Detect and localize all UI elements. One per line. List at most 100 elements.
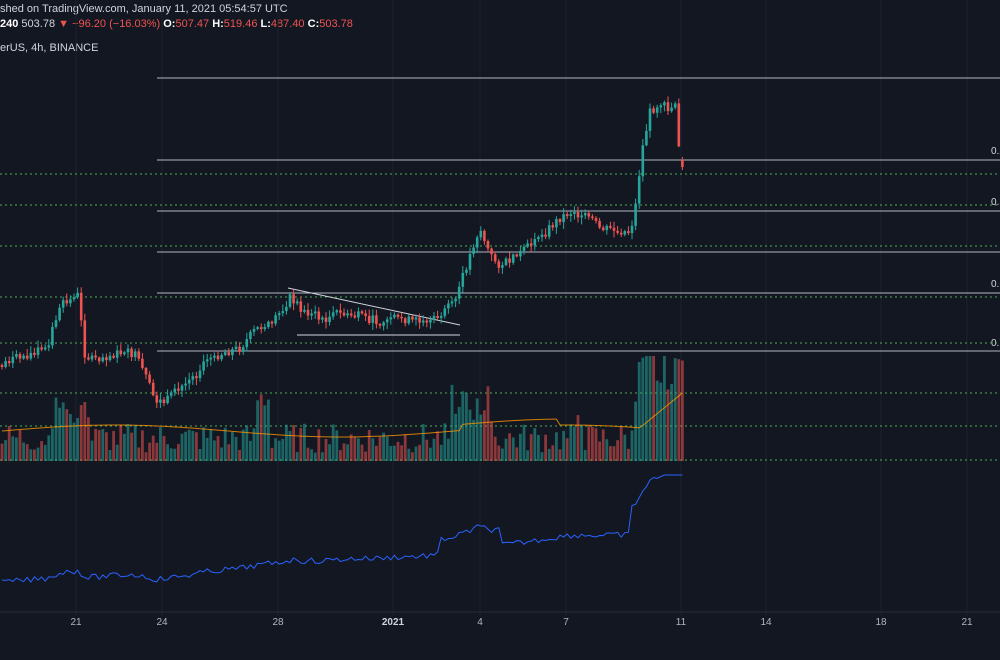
volume-bar	[537, 434, 540, 461]
candle-body	[515, 254, 519, 257]
volume-bar	[97, 430, 101, 461]
candle-body	[407, 316, 411, 324]
candle-body	[18, 354, 22, 359]
time-axis-tick-label: 14	[760, 617, 772, 628]
candle-body	[245, 339, 249, 348]
chart-header-ohlc: 240 503.78 ▼ −96.20 (−16.03%) O:507.47 H…	[0, 18, 353, 30]
candle-body	[418, 317, 421, 323]
candle-body	[256, 327, 259, 329]
candle-body	[97, 357, 101, 362]
candle-body	[213, 355, 216, 358]
candle-body	[317, 311, 321, 320]
volume-bar	[461, 391, 465, 461]
volume-bar	[558, 449, 562, 461]
candle-body	[22, 355, 25, 359]
time-axis-tick-label: 4	[477, 617, 483, 628]
volume-bar	[501, 448, 504, 461]
candles	[0, 96, 684, 409]
candle-body	[133, 351, 137, 358]
volume-bar	[159, 427, 162, 461]
candle-body	[166, 395, 169, 404]
volume-bar	[227, 444, 231, 461]
candle-body	[663, 102, 666, 106]
volume-bar	[238, 450, 241, 461]
volume-bar	[7, 425, 11, 461]
volume-bar	[544, 434, 547, 461]
candle-body	[79, 292, 83, 321]
candle-body	[544, 234, 547, 237]
volume-bar	[126, 423, 130, 461]
volume-bar	[393, 445, 396, 461]
candle-body	[551, 225, 555, 228]
candle-body	[670, 107, 673, 112]
candle-body	[436, 315, 439, 318]
volume-bar	[285, 424, 288, 461]
candle-body	[209, 357, 213, 360]
candle-body	[90, 355, 94, 360]
candle-body	[364, 313, 367, 316]
volume-bar	[439, 444, 443, 461]
candle-body	[15, 354, 18, 357]
volume-bar	[15, 437, 18, 461]
volume-bar	[299, 428, 303, 461]
volume-bar	[573, 426, 576, 461]
candle-body	[241, 347, 245, 352]
candle-body	[169, 392, 173, 396]
volume-bar	[385, 436, 389, 461]
volume-bar	[342, 443, 346, 461]
candle-body	[123, 352, 126, 355]
candle-body	[126, 348, 130, 353]
candle-body	[43, 347, 47, 350]
volume-bar	[519, 433, 522, 461]
volume-bar	[371, 438, 375, 461]
candle-body	[130, 348, 133, 358]
candle-body	[141, 358, 144, 368]
volume-bar	[130, 432, 133, 461]
candle-body	[659, 105, 663, 108]
down-arrow-icon: ▼	[58, 18, 70, 30]
volume-bar	[173, 448, 177, 461]
candle-body	[403, 318, 407, 324]
candle-body	[267, 321, 270, 328]
volume-bar	[396, 441, 400, 461]
candle-body	[108, 355, 112, 361]
volume-bar	[216, 436, 220, 461]
volume-bar	[468, 409, 472, 461]
volume-bar	[465, 392, 468, 461]
volume-bar	[533, 428, 537, 461]
volume-bar	[115, 444, 119, 461]
candle-body	[400, 316, 403, 319]
candle-body	[299, 301, 303, 312]
candle-body	[375, 315, 378, 325]
candle-body	[324, 317, 328, 323]
candle-body	[270, 321, 274, 324]
volume-bar	[648, 356, 652, 461]
candle-body	[36, 347, 40, 355]
candle-body	[69, 299, 72, 304]
candle-body	[475, 237, 479, 248]
volume-bar	[411, 452, 414, 461]
volume-bar	[245, 425, 249, 461]
candle-body	[328, 316, 331, 323]
candle-body	[313, 311, 317, 314]
volume-bar	[418, 444, 421, 461]
candle-body	[681, 160, 684, 167]
candle-body	[227, 352, 231, 356]
candle-body	[540, 234, 544, 238]
volume-bar	[148, 442, 151, 461]
volume-bar	[655, 380, 659, 461]
candle-body	[342, 312, 346, 316]
symbol-name: erUS, 4h, BINANCE	[0, 42, 99, 54]
volume-bar	[479, 414, 483, 461]
oscillator-line	[1, 474, 683, 584]
volume-bar	[288, 430, 292, 461]
volume-bar	[429, 447, 432, 461]
volume-bar	[303, 423, 306, 461]
fib-level-label: 0.6	[991, 279, 1000, 290]
volume-bar	[0, 443, 4, 461]
candle-body	[65, 300, 69, 304]
volume-bar	[29, 449, 33, 461]
volume-bar	[101, 429, 105, 461]
volume-bar	[375, 445, 378, 461]
